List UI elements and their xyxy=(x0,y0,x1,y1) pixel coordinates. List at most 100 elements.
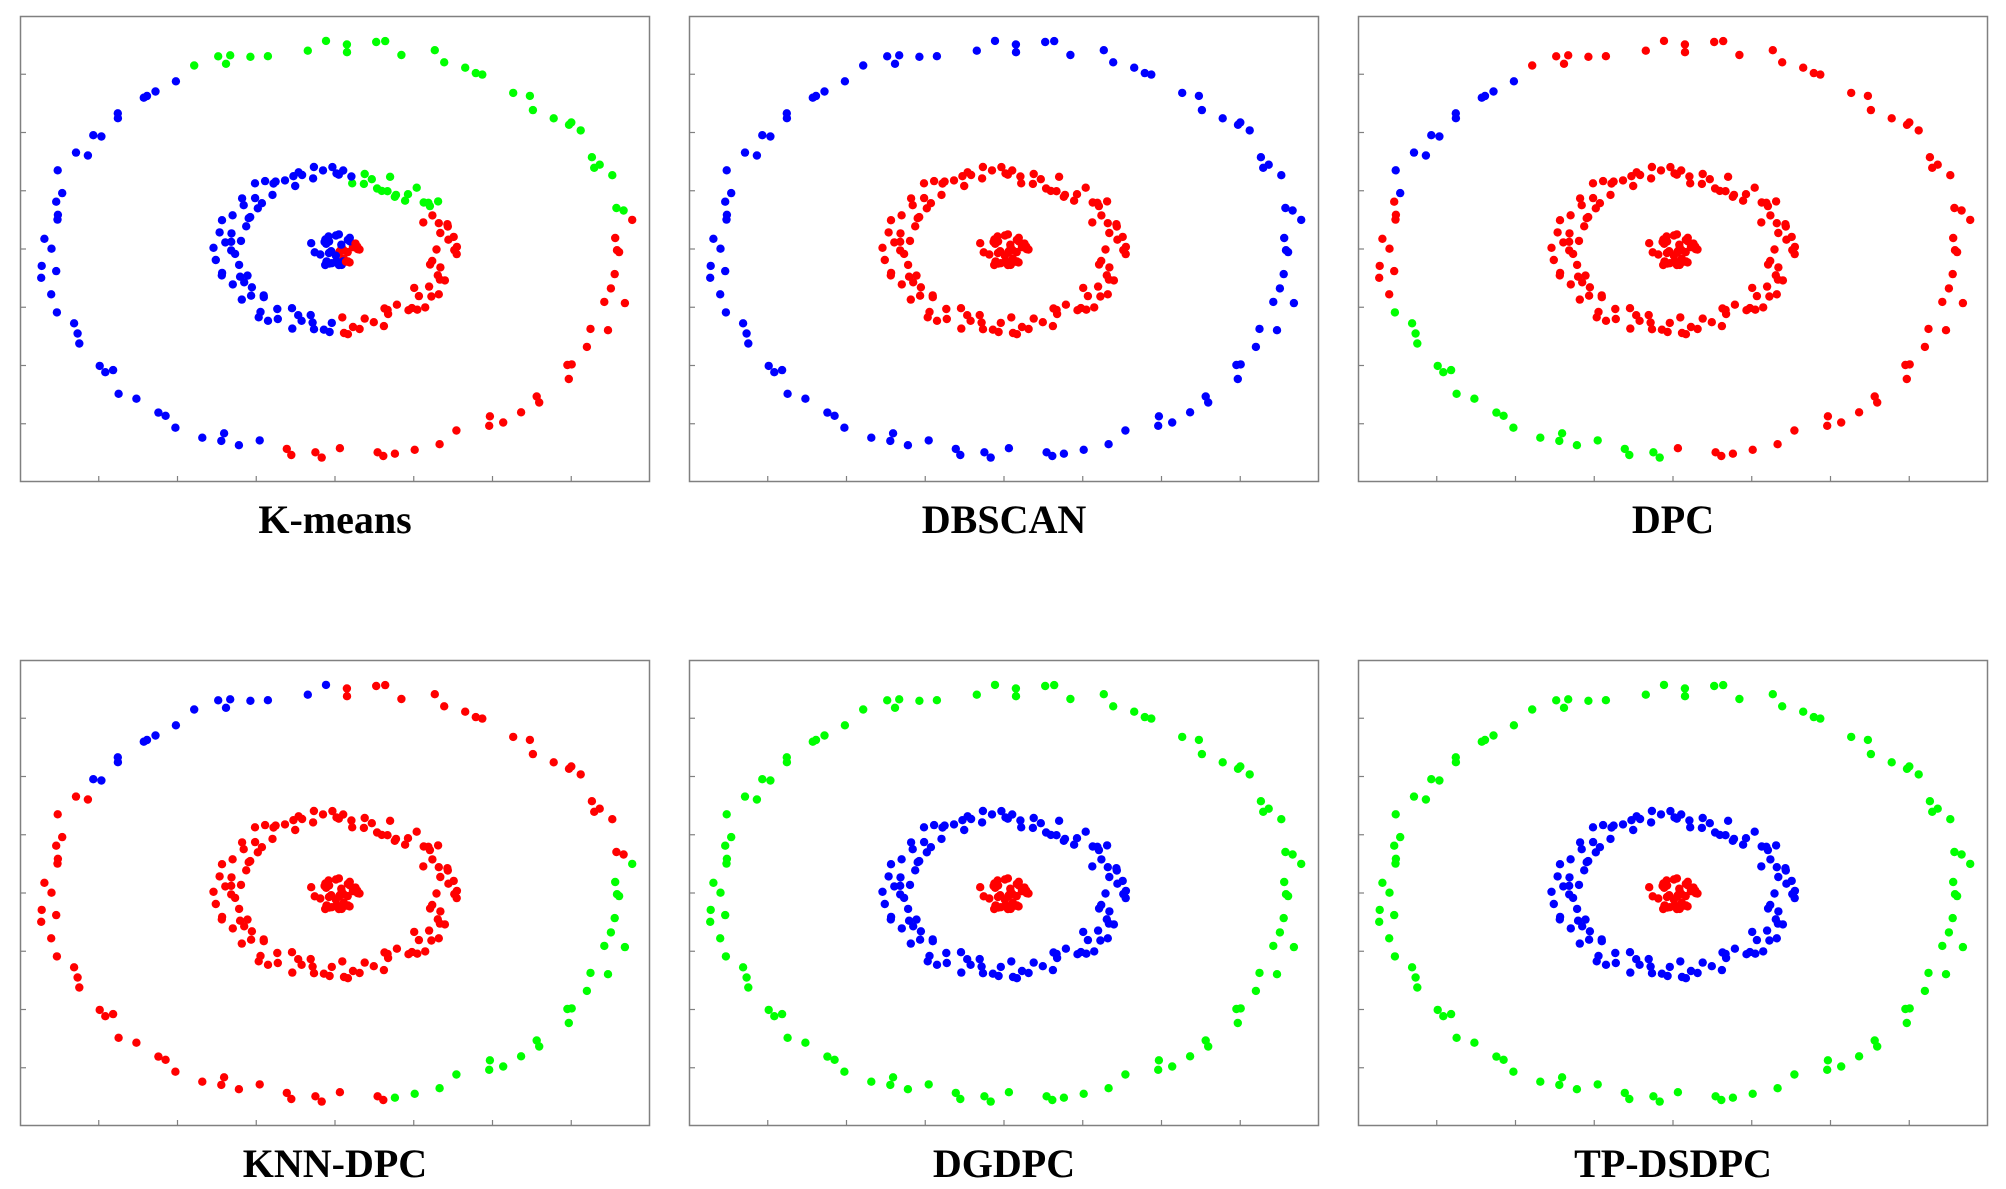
scatter-point xyxy=(269,823,278,832)
scatter-point xyxy=(428,256,437,266)
scatter-point xyxy=(332,169,341,178)
scatter-point xyxy=(1944,928,1954,937)
scatter-point xyxy=(253,848,262,857)
scatter-point xyxy=(397,694,406,704)
scatter-point xyxy=(532,392,541,401)
scatter-point xyxy=(237,939,246,948)
scatter-point xyxy=(1670,813,1679,822)
scatter-point xyxy=(1105,228,1114,238)
scatter-point xyxy=(1096,936,1105,945)
scatter-point xyxy=(1607,179,1616,188)
scatter-point xyxy=(348,322,358,332)
scatter-point xyxy=(1568,249,1578,259)
scatter-point xyxy=(288,968,297,977)
scatter-point xyxy=(1140,68,1149,78)
scatter-point xyxy=(766,132,775,141)
scatter-point xyxy=(1489,731,1498,740)
scatter-point xyxy=(1611,948,1620,958)
scatter-point xyxy=(227,237,236,246)
scatter-point xyxy=(576,770,585,779)
scatter-point xyxy=(1738,840,1748,849)
scatter-point xyxy=(932,960,942,969)
scatter-point xyxy=(228,855,237,864)
scatter-point xyxy=(840,721,850,730)
scatter-point xyxy=(1719,680,1728,690)
scatter-point xyxy=(1439,368,1448,377)
scatter-point xyxy=(721,266,730,276)
scatter-point xyxy=(1771,197,1781,206)
scatter-point xyxy=(1082,949,1091,958)
scatter-point xyxy=(1781,866,1790,875)
scatter-point xyxy=(1666,806,1675,816)
scatter-point xyxy=(949,176,959,185)
scatter-point xyxy=(52,266,61,276)
scatter-point xyxy=(619,206,628,215)
scatter-point xyxy=(1597,935,1606,944)
scatter-point xyxy=(1679,901,1689,910)
scatter-point xyxy=(582,986,592,996)
scatter-point xyxy=(452,886,462,896)
scatter-point xyxy=(1102,841,1112,850)
scatter-point xyxy=(342,684,352,693)
scatter-point xyxy=(1041,184,1051,193)
scatter-point xyxy=(883,696,892,705)
scatter-point xyxy=(1499,411,1508,420)
scatter-point xyxy=(1966,859,1975,869)
scatter-point xyxy=(1837,418,1846,427)
scatter-point xyxy=(922,848,931,857)
scatter-point xyxy=(343,330,353,339)
scatter-point xyxy=(1572,1085,1582,1094)
scatter-point xyxy=(367,819,376,828)
scatter-point xyxy=(1121,249,1130,259)
scatter-point xyxy=(1154,412,1164,421)
scatter-point xyxy=(427,936,436,945)
scatter-point xyxy=(929,820,939,830)
scatter-point xyxy=(335,444,345,453)
scatter-point xyxy=(1528,61,1537,70)
scatter-point xyxy=(1050,36,1059,46)
scatter-point xyxy=(485,1065,494,1074)
scatter-point xyxy=(528,749,538,759)
scatter-point xyxy=(1581,915,1590,924)
scatter-point xyxy=(1255,968,1264,978)
scatter-point xyxy=(1275,284,1285,293)
scatter-point xyxy=(994,259,1003,268)
scatter-point xyxy=(1768,46,1777,55)
scatter-point xyxy=(334,874,344,883)
scatter-point xyxy=(986,1097,995,1106)
scatter-point xyxy=(1048,1095,1057,1105)
scatter-point xyxy=(385,816,395,825)
scatter-point xyxy=(886,1080,895,1090)
scatter-point xyxy=(1097,855,1106,864)
scatter-point xyxy=(1105,263,1114,272)
scatter-point xyxy=(912,915,921,924)
scatter-point xyxy=(1121,886,1131,896)
scatter-point xyxy=(1578,278,1587,287)
scatter-point xyxy=(567,762,576,771)
scatter-point xyxy=(309,806,319,816)
scatter-point xyxy=(1088,862,1097,871)
dbscan-panel-title: DBSCAN xyxy=(921,497,1087,542)
scatter-point xyxy=(896,229,905,238)
scatter-point xyxy=(823,408,832,417)
scatter-point xyxy=(1427,775,1436,784)
scatter-point xyxy=(171,77,181,86)
scatter-point xyxy=(273,304,282,314)
scatter-point xyxy=(1024,968,1033,978)
scatter-point xyxy=(1588,823,1598,832)
scatter-point xyxy=(1255,324,1264,334)
scatter-point xyxy=(1723,172,1733,181)
scatter-point xyxy=(1717,1095,1726,1105)
scatter-point xyxy=(1941,970,1951,979)
scatter-point xyxy=(1391,854,1401,863)
scatter-point xyxy=(932,316,942,325)
scatter-point xyxy=(1625,948,1635,957)
scatter-point xyxy=(230,249,240,259)
scatter-point xyxy=(1952,247,1962,257)
scatter-point xyxy=(230,893,240,903)
scatter-point xyxy=(1024,324,1033,334)
scatter-point xyxy=(289,172,298,181)
scatter-point xyxy=(1269,941,1278,951)
scatter-point xyxy=(1675,240,1684,249)
scatter-point xyxy=(291,181,300,191)
